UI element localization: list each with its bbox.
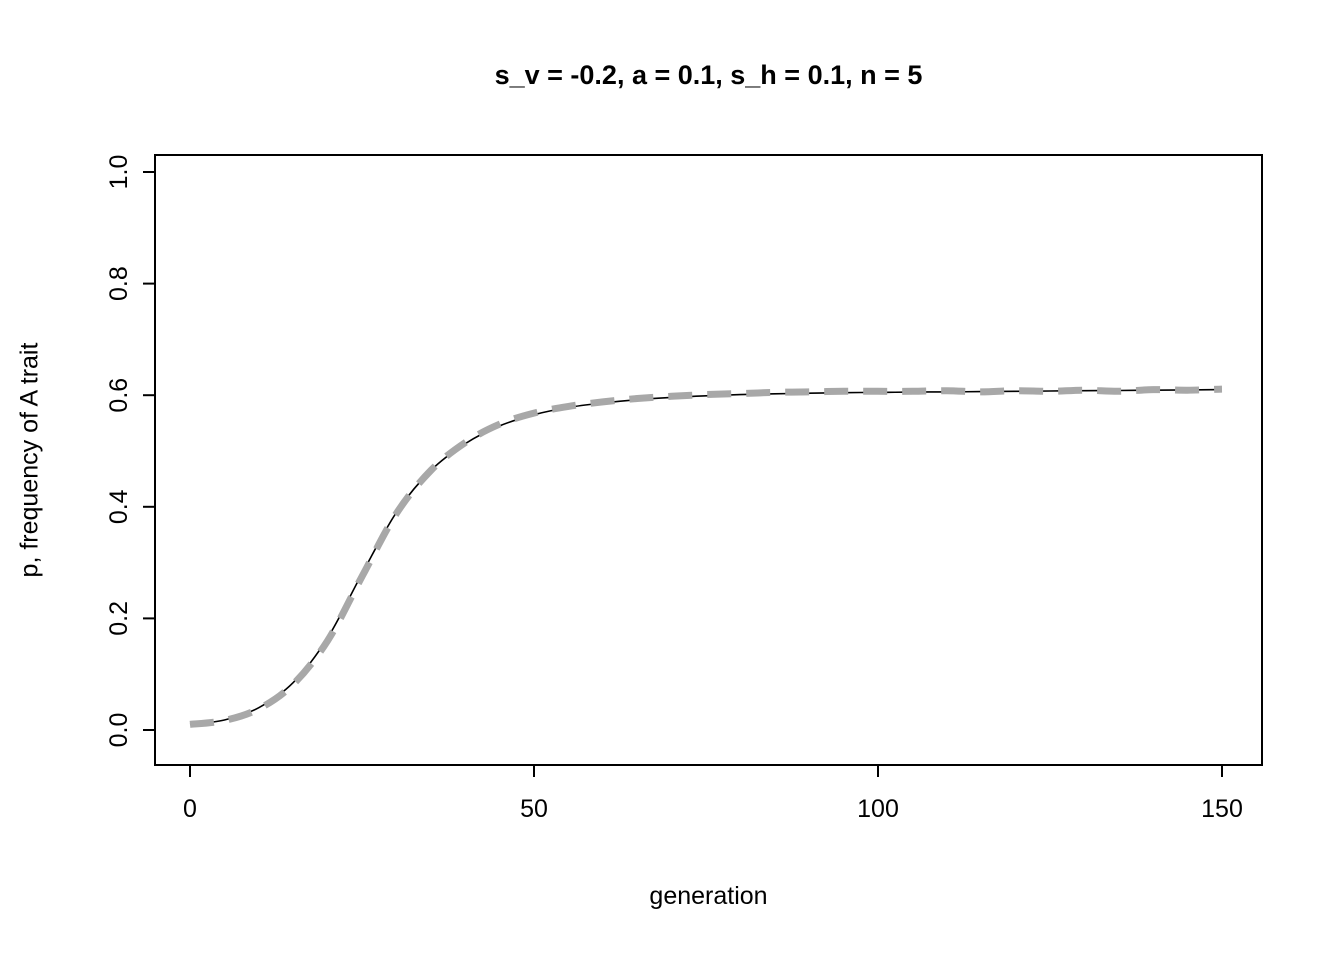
x-tick-label: 100 [857, 795, 899, 823]
x-tick-label: 50 [520, 795, 548, 823]
x-axis-label: generation [649, 882, 768, 910]
data-series [189, 385, 1223, 728]
plot-box [154, 154, 1263, 766]
chart-title: s_v = -0.2, a = 0.1, s_h = 0.1, n = 5 [494, 60, 923, 90]
series-line-analytic-recursion-solid-black [189, 388, 1223, 726]
y-tick-label: 0.4 [105, 489, 133, 524]
plot-border [154, 154, 1263, 766]
x-tick-label: 150 [1201, 795, 1243, 823]
y-tick-label: 1.0 [105, 155, 133, 190]
series-line-simulation-dashed-gray [189, 385, 1223, 728]
y-tick-label: 0.0 [105, 713, 133, 748]
axis-ticks: 0 50 100 150 0.0 0.2 0.4 0.6 0.8 1.0 [105, 155, 1243, 823]
x-tick-label: 0 [183, 795, 197, 823]
y-tick-label: 0.2 [105, 601, 133, 636]
y-tick-label: 0.8 [105, 266, 133, 301]
y-tick-label: 0.6 [105, 378, 133, 413]
